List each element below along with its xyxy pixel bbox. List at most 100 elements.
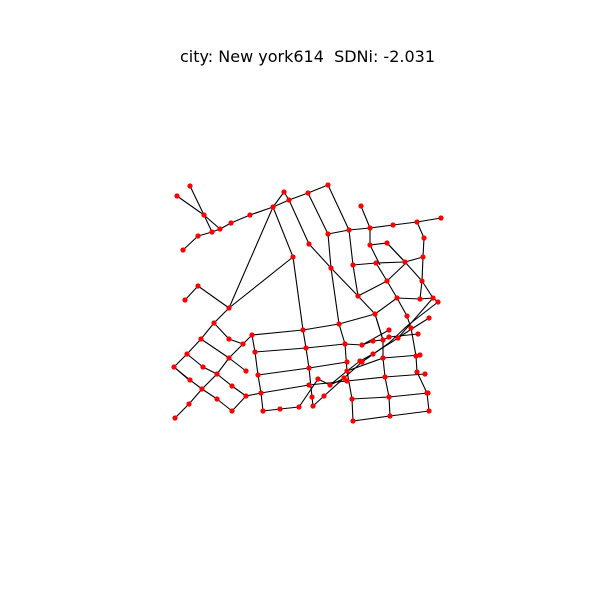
intersection-node	[240, 341, 246, 347]
intersection-node	[281, 189, 287, 195]
street-edge	[369, 217, 442, 229]
intersection-node	[243, 393, 249, 399]
intersection-node	[174, 193, 180, 199]
intersection-node	[417, 296, 423, 302]
intersection-node	[180, 247, 186, 253]
street-edge	[374, 313, 391, 417]
intersection-node	[277, 406, 283, 412]
intersection-node	[414, 369, 420, 375]
intersection-node	[249, 332, 255, 338]
intersection-node	[325, 231, 331, 237]
intersection-node	[342, 341, 348, 347]
intersection-node	[413, 353, 419, 359]
intersection-node	[380, 337, 386, 343]
street-edge	[288, 199, 384, 341]
intersection-node	[229, 408, 235, 414]
intersection-node	[229, 383, 235, 389]
intersection-node	[195, 283, 201, 289]
intersection-node	[355, 293, 361, 299]
intersection-node	[217, 226, 223, 232]
street-edge	[173, 366, 190, 381]
intersection-node	[260, 408, 266, 414]
intersection-node	[395, 335, 401, 341]
intersection-node	[417, 352, 423, 358]
intersection-node	[438, 215, 444, 221]
intersection-node	[184, 351, 190, 357]
intersection-node	[358, 203, 364, 209]
intersection-node	[336, 321, 342, 327]
intersection-node	[186, 401, 192, 407]
intersection-node	[386, 327, 392, 333]
intersection-node	[214, 396, 220, 402]
intersection-node	[182, 297, 188, 303]
intersection-node	[198, 336, 204, 342]
intersection-node	[394, 295, 400, 301]
intersection-node	[435, 299, 441, 305]
intersection-node	[414, 219, 420, 225]
intersection-node	[325, 182, 331, 188]
intersection-node	[373, 260, 379, 266]
street-edge	[257, 361, 348, 376]
street-edge	[174, 373, 247, 419]
intersection-node	[408, 325, 414, 331]
intersection-node	[402, 259, 408, 265]
intersection-node	[386, 394, 392, 400]
intersection-node	[187, 183, 193, 189]
intersection-node	[386, 334, 392, 340]
intersection-node	[290, 254, 296, 260]
intersection-node	[359, 342, 365, 348]
intersection-node	[228, 220, 234, 226]
street-edge	[173, 307, 233, 412]
intersection-node	[384, 240, 390, 246]
intersection-node	[211, 320, 217, 326]
street-edge	[213, 313, 376, 345]
intersection-node	[306, 241, 312, 247]
intersection-node	[306, 382, 312, 388]
intersection-node	[419, 278, 425, 284]
intersection-node	[346, 227, 352, 233]
intersection-node	[306, 365, 312, 371]
intersection-node	[187, 377, 193, 383]
intersection-node	[199, 386, 205, 392]
intersection-node	[171, 364, 177, 370]
intersection-node	[370, 338, 376, 344]
street-edge	[251, 334, 281, 412]
figure-title: city: New york614 SDNi: -2.031	[179, 47, 436, 66]
street-edge	[228, 256, 294, 309]
intersection-node	[382, 374, 388, 380]
intersection-node	[380, 355, 386, 361]
intersection-node	[201, 212, 207, 218]
intersection-node	[390, 222, 396, 228]
intersection-node	[350, 418, 356, 424]
intersection-node	[344, 368, 350, 374]
intersection-node	[226, 336, 232, 342]
street-edge	[374, 297, 439, 315]
intersection-node	[425, 390, 431, 396]
intersection-node	[328, 265, 334, 271]
intersection-node	[350, 262, 356, 268]
intersection-node	[296, 404, 302, 410]
intersection-node	[426, 408, 432, 414]
intersection-node	[370, 351, 376, 357]
intersection-node	[300, 327, 306, 333]
intersection-node	[421, 235, 427, 241]
street-edge	[182, 184, 329, 251]
street-edge	[307, 192, 354, 422]
street-edge	[298, 297, 434, 408]
intersection-node	[195, 233, 201, 239]
street-edge	[176, 195, 221, 230]
street-edge	[360, 205, 381, 266]
street-edge	[184, 285, 199, 301]
intersection-node	[415, 331, 421, 337]
intersection-node	[426, 315, 432, 321]
intersection-node	[315, 376, 321, 382]
street-edge	[357, 262, 407, 297]
intersection-node	[359, 359, 365, 365]
intersection-node	[349, 396, 355, 402]
intersection-node	[404, 313, 410, 319]
intersection-nodes	[171, 182, 444, 424]
intersection-node	[305, 190, 311, 196]
street-edge	[386, 221, 425, 263]
